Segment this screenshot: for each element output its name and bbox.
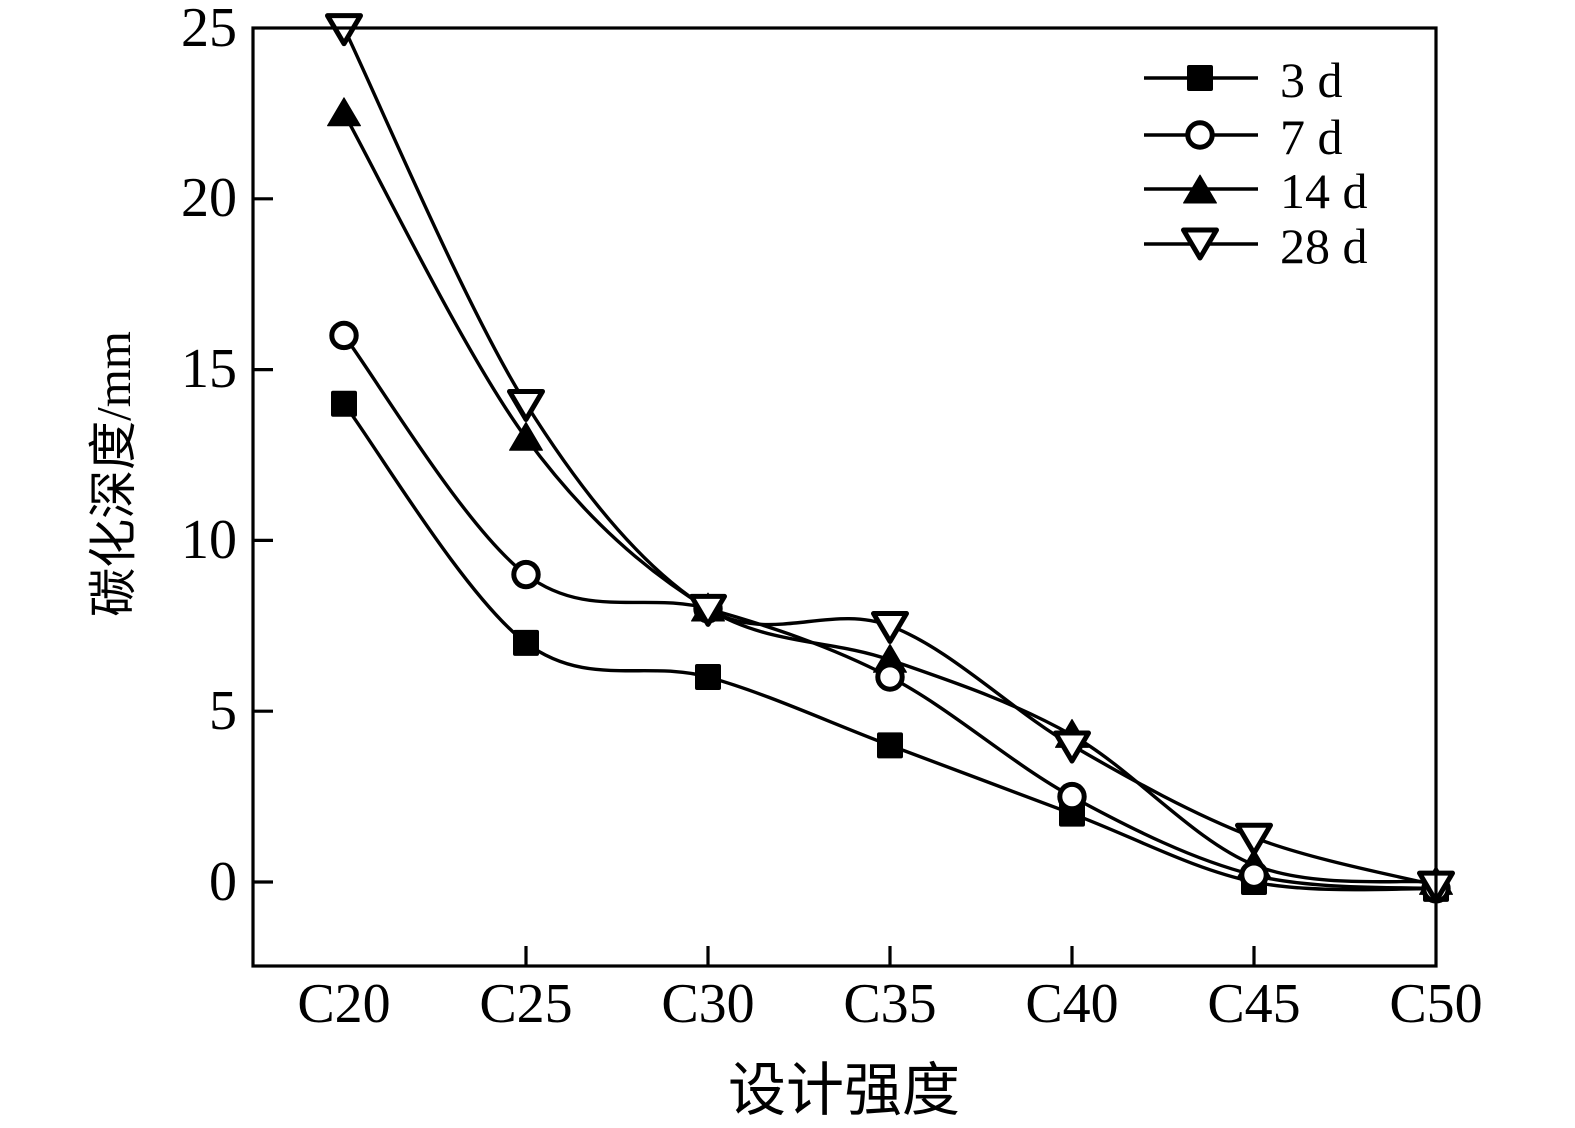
- svg-text:7 d: 7 d: [1280, 109, 1343, 165]
- svg-text:28 d: 28 d: [1280, 218, 1368, 274]
- svg-text:碳化深度/mm: 碳化深度/mm: [86, 331, 141, 617]
- svg-text:14 d: 14 d: [1280, 163, 1368, 219]
- svg-text:10: 10: [181, 509, 237, 571]
- svg-text:C45: C45: [1207, 973, 1300, 1035]
- svg-text:5: 5: [209, 680, 237, 742]
- svg-text:C35: C35: [843, 973, 936, 1035]
- svg-text:C30: C30: [661, 973, 754, 1035]
- svg-text:0: 0: [209, 851, 237, 913]
- svg-text:C40: C40: [1025, 973, 1118, 1035]
- svg-text:15: 15: [181, 338, 237, 400]
- svg-text:C25: C25: [479, 973, 572, 1035]
- svg-text:C20: C20: [297, 973, 390, 1035]
- svg-text:20: 20: [181, 167, 237, 229]
- svg-text:C50: C50: [1389, 973, 1482, 1035]
- svg-text:3 d: 3 d: [1280, 52, 1343, 108]
- svg-text:25: 25: [181, 0, 237, 59]
- svg-text:设计强度: 设计强度: [728, 1058, 960, 1123]
